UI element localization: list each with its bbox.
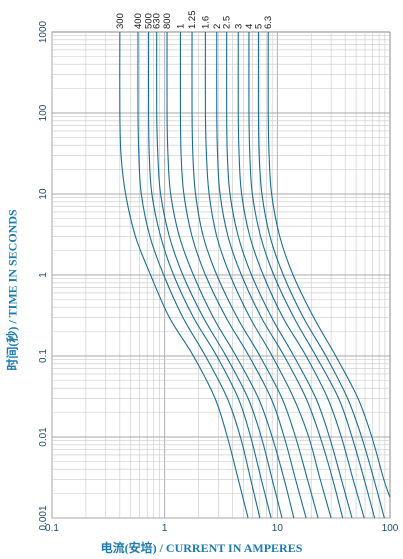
fuse-curve-1.6	[204, 31, 332, 519]
fuse-curve-2.5	[226, 31, 353, 519]
y-axis-title: 时间(秒) / TIME IN SECONDS	[5, 209, 20, 371]
y-tick-label: 1	[38, 272, 49, 278]
x-tick-label: 0.1	[45, 523, 59, 534]
y-tick-label: 0.01	[38, 427, 49, 447]
rating-label-1.6: 1.6	[200, 16, 211, 29]
rating-label-5: 5	[254, 24, 265, 29]
y-tick-label: 100	[38, 104, 49, 121]
y-tick-label: 0.001	[38, 505, 49, 530]
rating-label-300: 300	[115, 13, 126, 29]
fuse-curve-1	[179, 31, 307, 519]
rating-label-2: 2	[212, 24, 223, 29]
fuse-curve-2	[216, 31, 344, 519]
fuse-curve-6.3	[267, 31, 391, 498]
x-tick-label: 100	[382, 523, 399, 534]
y-tick-label: 0.1	[38, 349, 49, 363]
rating-label-3: 3	[233, 24, 244, 29]
grid	[51, 32, 390, 519]
fuse-curve-3	[237, 31, 365, 519]
fuse-curve-630	[156, 31, 283, 519]
fuse-curve-300	[119, 31, 249, 519]
rating-label-1: 1	[175, 24, 186, 29]
rating-label-4: 4	[244, 24, 255, 29]
y-tick-label: 10	[38, 188, 49, 200]
rating-label-2.5: 2.5	[222, 16, 233, 29]
x-tick-label: 10	[272, 523, 284, 534]
rating-label-6.3: 6.3	[263, 16, 274, 29]
fuse-curve-800	[166, 31, 295, 519]
rating-label-1.25: 1.25	[187, 11, 198, 30]
x-tick-label: 1	[162, 523, 168, 534]
rating-label-800: 800	[162, 13, 173, 29]
rating-label-400: 400	[133, 13, 144, 29]
fuse-curve-400	[137, 31, 261, 519]
y-tick-label: 1000	[38, 20, 49, 43]
rating-label-500: 500	[144, 13, 155, 29]
fuse-curve-1.25	[191, 31, 319, 519]
fuse-curve-4	[248, 31, 376, 519]
fuse-curve-5	[257, 31, 385, 519]
rating-label-630: 630	[152, 13, 163, 29]
y-tick-labels: 0.001 0.01 0.1 1 10 100 1000	[38, 20, 49, 530]
curves	[119, 31, 391, 519]
x-axis-title: 电流(安培) / CURRENT IN AMPERES	[100, 541, 303, 555]
x-tick-labels: 0.1 1 10 100	[45, 523, 399, 534]
fuse-curve-500	[147, 31, 272, 519]
